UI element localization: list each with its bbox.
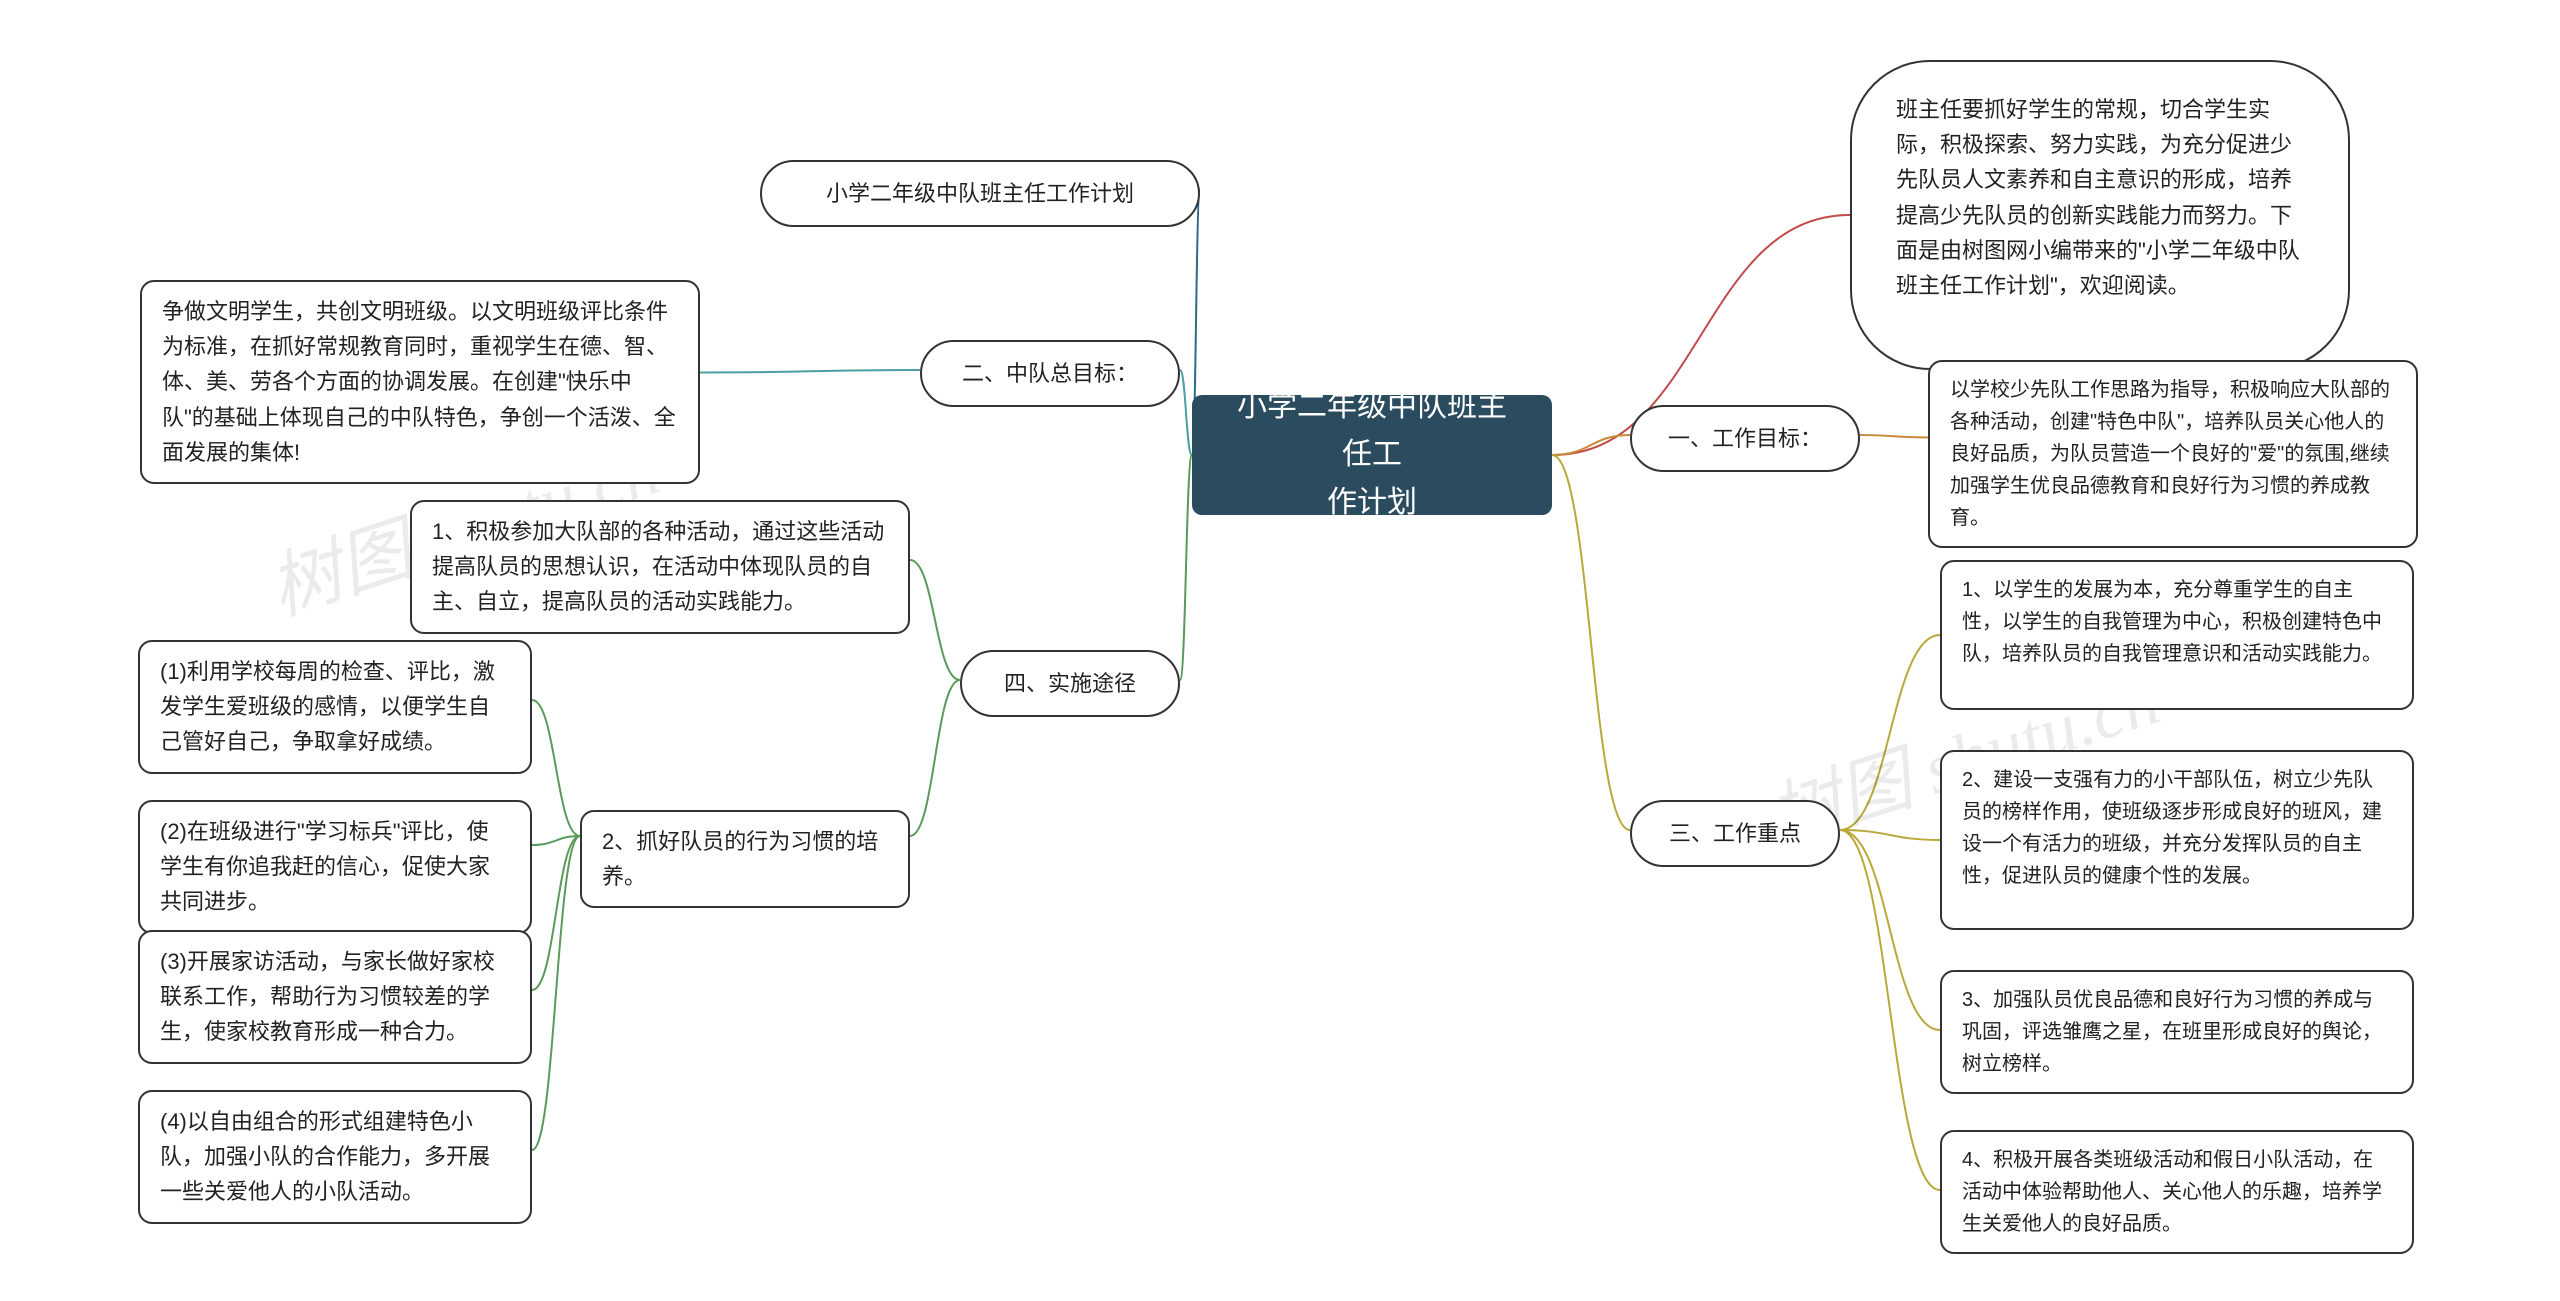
node-sec3_3[interactable]: 3、加强队员优良品德和良好行为习惯的养成与巩固，评选雏鹰之星，在班里形成良好的舆… <box>1940 970 2414 1094</box>
node-sec3[interactable]: 三、工作重点 <box>1630 800 1840 867</box>
node-sec1_body[interactable]: 以学校少先队工作思路为指导，积极响应大队部的各种活动，创建"特色中队"，培养队员… <box>1928 360 2418 548</box>
node-sec4_2b[interactable]: (2)在班级进行"学习标兵"评比，使学生有你追我赶的信心，促使大家共同进步。 <box>138 800 532 934</box>
node-sec3_1[interactable]: 1、以学生的发展为本，充分尊重学生的自主性，以学生的自我管理为中心，积极创建特色… <box>1940 560 2414 710</box>
node-sec4_2a[interactable]: (1)利用学校每周的检查、评比，激发学生爱班级的感情，以便学生自己管好自己，争取… <box>138 640 532 774</box>
node-sec1[interactable]: 一、工作目标： <box>1630 405 1860 472</box>
node-sec3_4[interactable]: 4、积极开展各类班级活动和假日小队活动，在活动中体验帮助他人、关心他人的乐趣，培… <box>1940 1130 2414 1254</box>
root-node[interactable]: 小学二年级中队班主任工 作计划 <box>1192 395 1552 515</box>
node-sec4_2[interactable]: 2、抓好队员的行为习惯的培养。 <box>580 810 910 908</box>
node-sec4_2d[interactable]: (4)以自由组合的形式组建特色小队，加强小队的合作能力，多开展一些关爱他人的小队… <box>138 1090 532 1224</box>
node-sec3_2[interactable]: 2、建设一支强有力的小干部队伍，树立少先队员的榜样作用，使班级逐步形成良好的班风… <box>1940 750 2414 930</box>
node-goal2_body[interactable]: 争做文明学生，共创文明班级。以文明班级评比条件为标准，在抓好常规教育同时，重视学… <box>140 280 700 484</box>
node-sec4[interactable]: 四、实施途径 <box>960 650 1180 717</box>
node-sec4_2c[interactable]: (3)开展家访活动，与家长做好家校联系工作，帮助行为习惯较差的学生，使家校教育形… <box>138 930 532 1064</box>
node-title[interactable]: 小学二年级中队班主任工作计划 <box>760 160 1200 227</box>
node-sec4_1[interactable]: 1、积极参加大队部的各种活动，通过这些活动提高队员的思想认识，在活动中体现队员的… <box>410 500 910 634</box>
node-intro[interactable]: 班主任要抓好学生的常规，切合学生实际，积极探索、努力实践，为充分促进少先队员人文… <box>1850 60 2350 370</box>
mindmap-canvas: 树图 shutu.cn 树图 shutu.cn 小学二年级中队班主任工 作计划 … <box>0 0 2560 1301</box>
node-goal2[interactable]: 二、中队总目标： <box>920 340 1180 407</box>
